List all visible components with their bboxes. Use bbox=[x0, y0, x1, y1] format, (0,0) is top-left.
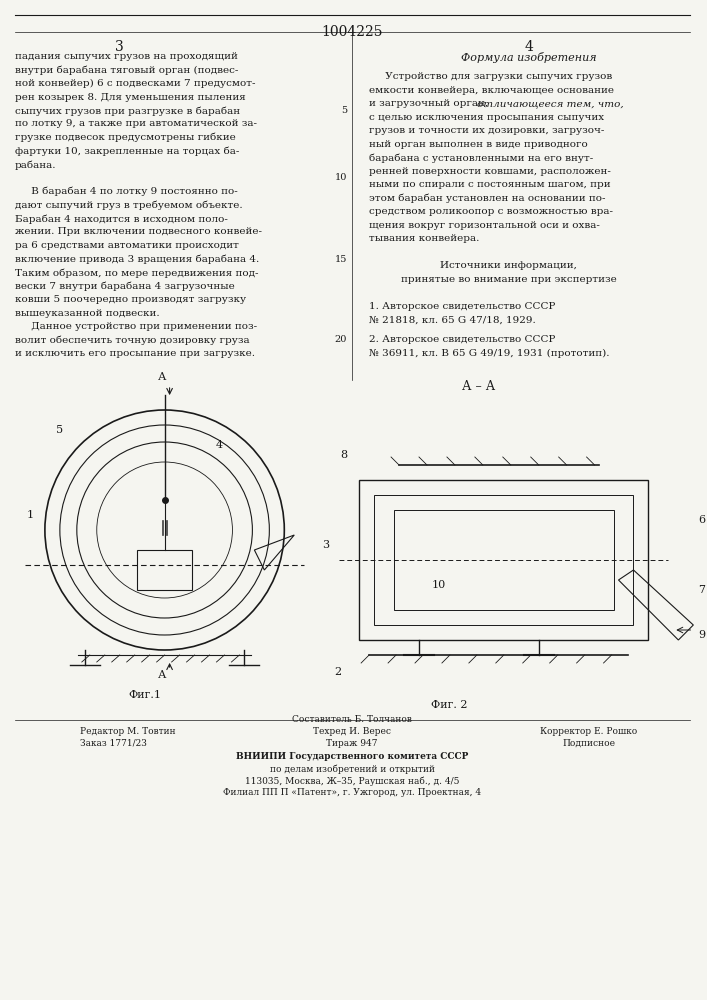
Text: 2. Авторское свидетельство СССР: 2. Авторское свидетельство СССР bbox=[369, 336, 556, 344]
Text: емкости конвейера, включающее основание: емкости конвейера, включающее основание bbox=[369, 86, 614, 95]
Text: ра 6 средствами автоматики происходит: ра 6 средствами автоматики происходит bbox=[15, 241, 239, 250]
Text: В барабан 4 по лотку 9 постоянно по-: В барабан 4 по лотку 9 постоянно по- bbox=[15, 187, 238, 196]
Text: внутри барабана тяговый орган (подвес-: внутри барабана тяговый орган (подвес- bbox=[15, 66, 238, 75]
Text: ренней поверхности ковшами, расположен-: ренней поверхности ковшами, расположен- bbox=[369, 167, 611, 176]
Text: Барабан 4 находится в исходном поло-: Барабан 4 находится в исходном поло- bbox=[15, 214, 228, 224]
Text: тывания конвейера.: тывания конвейера. bbox=[369, 234, 479, 243]
Text: и исключить его просыпание при загрузке.: и исключить его просыпание при загрузке. bbox=[15, 349, 255, 358]
Text: этом барабан установлен на основании по-: этом барабан установлен на основании по- bbox=[369, 194, 606, 203]
Text: 5: 5 bbox=[341, 106, 347, 115]
Text: Источники информации,: Источники информации, bbox=[440, 261, 577, 270]
Text: ВНИИПИ Государственного комитета СССР: ВНИИПИ Государственного комитета СССР bbox=[236, 752, 468, 761]
Text: с целью исключения просыпания сыпучих: с целью исключения просыпания сыпучих bbox=[369, 113, 604, 122]
Text: Фиг. 2: Фиг. 2 bbox=[431, 700, 467, 710]
Text: жении. При включении подвесного конвейе-: жении. При включении подвесного конвейе- bbox=[15, 228, 262, 236]
Text: 3: 3 bbox=[115, 40, 124, 54]
Text: 10: 10 bbox=[432, 580, 446, 590]
Text: вески 7 внутри барабана 4 загрузочные: вески 7 внутри барабана 4 загрузочные bbox=[15, 282, 235, 291]
Text: 2: 2 bbox=[334, 667, 341, 677]
Text: грузке подвесок предусмотрены гибкие: грузке подвесок предусмотрены гибкие bbox=[15, 133, 235, 142]
Text: 113035, Москва, Ж–35, Раушская наб., д. 4/5: 113035, Москва, Ж–35, Раушская наб., д. … bbox=[245, 776, 460, 786]
Text: 4: 4 bbox=[525, 40, 533, 54]
Text: 3: 3 bbox=[322, 540, 329, 550]
Text: щения вокруг горизонтальной оси и охва-: щения вокруг горизонтальной оси и охва- bbox=[369, 221, 600, 230]
Text: волит обеспечить точную дозировку груза: волит обеспечить точную дозировку груза bbox=[15, 336, 250, 345]
Text: принятые во внимание при экспертизе: принятые во внимание при экспертизе bbox=[401, 275, 617, 284]
Text: ной конвейер) 6 с подвесками 7 предусмот-: ной конвейер) 6 с подвесками 7 предусмот… bbox=[15, 79, 255, 88]
Bar bbox=[394, 510, 614, 610]
Text: включение привода 3 вращения барабана 4.: включение привода 3 вращения барабана 4. bbox=[15, 254, 259, 264]
Text: 8: 8 bbox=[341, 450, 348, 460]
Text: ными по спирали с постоянным шагом, при: ными по спирали с постоянным шагом, при bbox=[369, 180, 611, 189]
Text: Корректор Е. Рошко: Корректор Е. Рошко bbox=[540, 727, 637, 736]
Text: фартуки 10, закрепленные на торцах ба-: фартуки 10, закрепленные на торцах ба- bbox=[15, 146, 240, 156]
Text: Фиг.1: Фиг.1 bbox=[128, 690, 161, 700]
Text: грузов и точности их дозировки, загрузоч-: грузов и точности их дозировки, загрузоч… bbox=[369, 126, 604, 135]
Text: А: А bbox=[158, 670, 166, 680]
Text: № 21818, кл. 65 G 47/18, 1929.: № 21818, кл. 65 G 47/18, 1929. bbox=[369, 315, 536, 324]
Text: 4: 4 bbox=[216, 440, 223, 450]
Text: № 36911, кл. B 65 G 49/19, 1931 (прототип).: № 36911, кл. B 65 G 49/19, 1931 (прототи… bbox=[369, 349, 609, 358]
Text: сыпучих грузов при разгрузке в барабан: сыпучих грузов при разгрузке в барабан bbox=[15, 106, 240, 115]
Text: и загрузочный орган,: и загрузочный орган, bbox=[369, 99, 491, 108]
Text: Заказ 1771/23: Заказ 1771/23 bbox=[80, 739, 146, 748]
Text: отличающееся тем, что,: отличающееся тем, что, bbox=[477, 99, 624, 108]
Text: Таким образом, по мере передвижения под-: Таким образом, по мере передвижения под- bbox=[15, 268, 259, 277]
Text: рен козырек 8. Для уменьшения пыления: рен козырек 8. Для уменьшения пыления bbox=[15, 93, 246, 102]
Text: Устройство для загрузки сыпучих грузов: Устройство для загрузки сыпучих грузов bbox=[369, 72, 612, 81]
Text: падания сыпучих грузов на проходящий: падания сыпучих грузов на проходящий bbox=[15, 52, 238, 61]
Text: Данное устройство при применении поз-: Данное устройство при применении поз- bbox=[15, 322, 257, 331]
Text: ный орган выполнен в виде приводного: ный орган выполнен в виде приводного bbox=[369, 140, 588, 149]
Text: Редактор М. Товтин: Редактор М. Товтин bbox=[80, 727, 175, 736]
Text: 15: 15 bbox=[335, 254, 347, 263]
Text: А – А: А – А bbox=[462, 380, 496, 393]
Text: Тираж 947: Тираж 947 bbox=[327, 739, 378, 748]
Text: 10: 10 bbox=[335, 174, 347, 182]
Bar bbox=[359, 480, 648, 640]
Text: дают сыпучий груз в требуемом объекте.: дают сыпучий груз в требуемом объекте. bbox=[15, 200, 243, 210]
Text: 9: 9 bbox=[699, 630, 706, 640]
Text: 7: 7 bbox=[699, 585, 706, 595]
Text: 6: 6 bbox=[699, 515, 706, 525]
Text: 1. Авторское свидетельство СССР: 1. Авторское свидетельство СССР bbox=[369, 302, 556, 311]
Text: по лотку 9, а также при автоматической за-: по лотку 9, а также при автоматической з… bbox=[15, 119, 257, 128]
Text: 1: 1 bbox=[26, 510, 33, 520]
Text: 20: 20 bbox=[335, 336, 347, 344]
Text: вышеуказанной подвески.: вышеуказанной подвески. bbox=[15, 308, 160, 318]
Text: ковши 5 поочередно производят загрузку: ковши 5 поочередно производят загрузку bbox=[15, 295, 246, 304]
Text: 1004225: 1004225 bbox=[322, 25, 383, 39]
Text: 5: 5 bbox=[57, 425, 64, 435]
Text: Формула изобретения: Формула изобретения bbox=[461, 52, 597, 63]
Text: Составитель Б. Толчанов: Составитель Б. Толчанов bbox=[292, 715, 412, 724]
Text: Филиал ПП П «Патент», г. Ужгород, ул. Проектная, 4: Филиал ПП П «Патент», г. Ужгород, ул. Пр… bbox=[223, 788, 481, 797]
Text: рабана.: рабана. bbox=[15, 160, 57, 169]
Text: барабана с установленными на его внут-: барабана с установленными на его внут- bbox=[369, 153, 593, 163]
Bar bbox=[137, 550, 192, 590]
Text: А: А bbox=[158, 372, 166, 382]
Text: Подписное: Подписное bbox=[562, 739, 615, 748]
Text: по делам изобретений и открытий: по делам изобретений и открытий bbox=[269, 764, 435, 774]
Bar bbox=[374, 495, 633, 625]
Text: Техред И. Верес: Техред И. Верес bbox=[313, 727, 391, 736]
Text: средством роликоопор с возможностью вра-: средством роликоопор с возможностью вра- bbox=[369, 207, 613, 216]
